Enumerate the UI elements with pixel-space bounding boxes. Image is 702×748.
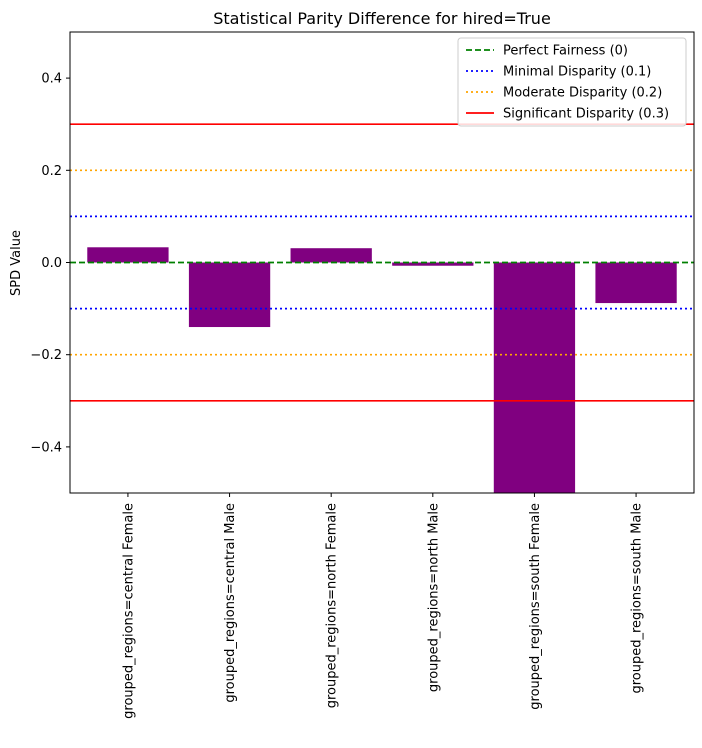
- x-tick-label-6: grouped_regions=south Male: [630, 503, 645, 694]
- y-tick-label-1: 0.4: [41, 72, 62, 87]
- bar-2: [188, 262, 271, 328]
- legend-label-4: Significant Disparity (0.3): [503, 107, 669, 122]
- legend-label-3: Moderate Disparity (0.2): [503, 86, 662, 101]
- bar-1: [87, 247, 169, 263]
- bar-4: [392, 262, 474, 266]
- x-tick-label-3: grouped_regions=north Female: [325, 503, 340, 708]
- y-tick-label-3: 0.0: [41, 256, 62, 271]
- legend: Perfect Fairness (0) Minimal Disparity (0…: [457, 37, 687, 127]
- y-axis-label: SPD Value: [9, 230, 24, 296]
- legend-box: [457, 37, 687, 127]
- bars-layer: [87, 247, 677, 493]
- bar-6: [595, 262, 677, 304]
- x-tick-label-4: grouped_regions=north Male: [426, 503, 441, 692]
- y-axis-ticks: 0.4 0.2 0.0 −0.2 −0.4: [30, 72, 70, 455]
- x-tick-label-1: grouped_regions=central Female: [121, 503, 136, 719]
- y-tick-label-2: 0.2: [41, 164, 62, 179]
- legend-label-1: Perfect Fairness (0): [503, 44, 628, 59]
- x-tick-label-5: grouped_regions=south Female: [528, 503, 543, 710]
- x-tick-label-2: grouped_regions=central Male: [223, 503, 238, 703]
- x-axis-ticks: grouped_regions=central Female grouped_re…: [121, 493, 645, 719]
- chart-title: Statistical Parity Difference for hired=…: [213, 9, 551, 28]
- bar-5: [493, 262, 576, 493]
- legend-label-2: Minimal Disparity (0.1): [503, 65, 651, 80]
- y-tick-label-4: −0.2: [30, 348, 62, 363]
- bar-3: [290, 248, 372, 263]
- y-tick-label-5: −0.4: [30, 440, 62, 455]
